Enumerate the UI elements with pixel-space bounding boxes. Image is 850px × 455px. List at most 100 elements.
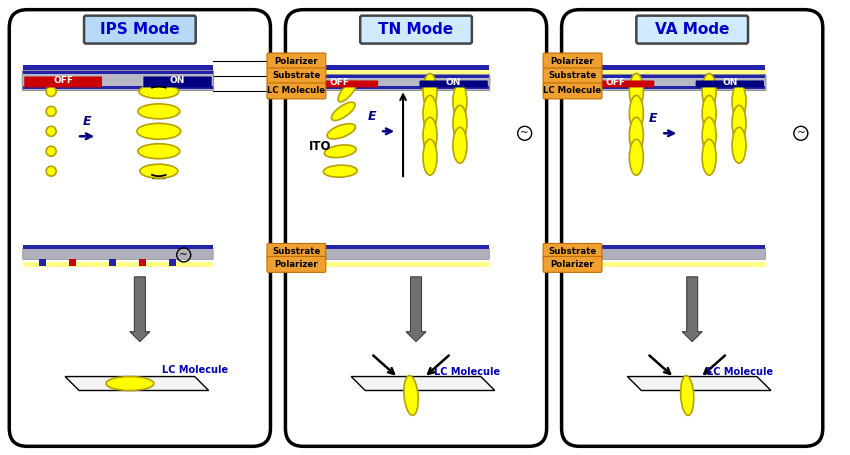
FancyBboxPatch shape	[267, 68, 326, 84]
Bar	[109, 259, 116, 266]
FancyBboxPatch shape	[267, 257, 326, 273]
Text: Polarizer: Polarizer	[275, 260, 318, 269]
FancyBboxPatch shape	[299, 248, 490, 259]
Bar	[299, 66, 489, 71]
Text: ~: ~	[520, 128, 529, 138]
Text: LC Molecule: LC Molecule	[268, 86, 326, 96]
Polygon shape	[351, 377, 495, 390]
Bar	[299, 76, 489, 78]
Ellipse shape	[327, 124, 355, 139]
Text: ON: ON	[170, 76, 185, 85]
Ellipse shape	[629, 117, 643, 153]
Ellipse shape	[423, 117, 437, 153]
FancyBboxPatch shape	[300, 81, 378, 87]
Bar	[299, 262, 489, 267]
Polygon shape	[65, 377, 208, 390]
FancyBboxPatch shape	[575, 75, 766, 91]
Text: ~: ~	[179, 250, 188, 260]
FancyBboxPatch shape	[84, 15, 196, 44]
Text: Substrate: Substrate	[548, 71, 597, 81]
Ellipse shape	[323, 165, 357, 177]
Ellipse shape	[702, 96, 716, 131]
FancyBboxPatch shape	[286, 10, 547, 446]
Bar	[575, 245, 765, 249]
Bar	[69, 259, 76, 266]
FancyArrow shape	[130, 277, 150, 342]
Text: OFF: OFF	[605, 78, 626, 87]
Ellipse shape	[46, 86, 56, 96]
FancyBboxPatch shape	[23, 248, 213, 259]
Ellipse shape	[732, 83, 746, 119]
Ellipse shape	[629, 139, 643, 175]
Text: E: E	[649, 112, 658, 125]
Text: Polarizer: Polarizer	[275, 56, 318, 66]
Text: Polarizer: Polarizer	[551, 56, 594, 66]
Ellipse shape	[453, 106, 467, 141]
FancyBboxPatch shape	[420, 81, 488, 87]
Text: E: E	[368, 110, 377, 123]
FancyBboxPatch shape	[562, 10, 823, 446]
FancyBboxPatch shape	[22, 71, 213, 91]
Ellipse shape	[702, 139, 716, 175]
Text: VA Mode: VA Mode	[655, 22, 729, 37]
Text: TN Mode: TN Mode	[378, 22, 454, 37]
Text: Polarizer: Polarizer	[551, 260, 594, 269]
Bar	[39, 259, 46, 266]
FancyBboxPatch shape	[695, 81, 764, 87]
Text: Substrate: Substrate	[272, 247, 320, 256]
FancyBboxPatch shape	[543, 68, 602, 84]
Ellipse shape	[423, 139, 437, 175]
Bar	[575, 76, 765, 78]
Ellipse shape	[46, 126, 56, 136]
Bar	[169, 259, 176, 266]
Ellipse shape	[629, 73, 643, 109]
Bar	[299, 71, 489, 76]
Text: ITO: ITO	[309, 140, 332, 153]
FancyBboxPatch shape	[543, 53, 602, 69]
Bar	[299, 86, 489, 90]
Bar	[575, 262, 765, 267]
FancyBboxPatch shape	[267, 53, 326, 69]
Ellipse shape	[138, 104, 179, 119]
FancyBboxPatch shape	[144, 76, 212, 87]
Bar	[23, 86, 212, 90]
FancyBboxPatch shape	[543, 83, 602, 99]
Text: E: E	[82, 115, 91, 128]
Ellipse shape	[423, 96, 437, 131]
Bar	[23, 66, 212, 71]
Ellipse shape	[338, 81, 356, 102]
Bar	[299, 245, 489, 249]
Ellipse shape	[453, 127, 467, 163]
FancyArrow shape	[683, 277, 702, 342]
Ellipse shape	[404, 376, 418, 415]
FancyBboxPatch shape	[267, 83, 326, 99]
Ellipse shape	[138, 144, 179, 159]
FancyBboxPatch shape	[543, 257, 602, 273]
Ellipse shape	[325, 145, 356, 157]
Ellipse shape	[139, 85, 178, 98]
Bar	[575, 71, 765, 76]
Text: OFF: OFF	[329, 78, 349, 87]
Text: LC Molecule: LC Molecule	[707, 367, 774, 377]
Bar	[575, 86, 765, 90]
Ellipse shape	[702, 117, 716, 153]
Bar	[23, 262, 212, 267]
Text: OFF: OFF	[53, 76, 73, 85]
Text: LC Molecule: LC Molecule	[162, 364, 228, 374]
Ellipse shape	[106, 377, 154, 390]
Text: ON: ON	[446, 78, 462, 87]
Ellipse shape	[453, 83, 467, 119]
Ellipse shape	[629, 96, 643, 131]
Bar	[23, 71, 212, 75]
FancyBboxPatch shape	[576, 81, 654, 87]
FancyBboxPatch shape	[9, 10, 270, 446]
Text: Substrate: Substrate	[548, 247, 597, 256]
Text: Substrate: Substrate	[272, 71, 320, 81]
Ellipse shape	[137, 123, 181, 139]
FancyBboxPatch shape	[298, 75, 490, 91]
Text: ~: ~	[796, 128, 805, 138]
Text: LC Molecule: LC Molecule	[543, 86, 602, 96]
FancyBboxPatch shape	[575, 248, 766, 259]
FancyArrow shape	[406, 277, 426, 342]
Polygon shape	[627, 377, 771, 390]
